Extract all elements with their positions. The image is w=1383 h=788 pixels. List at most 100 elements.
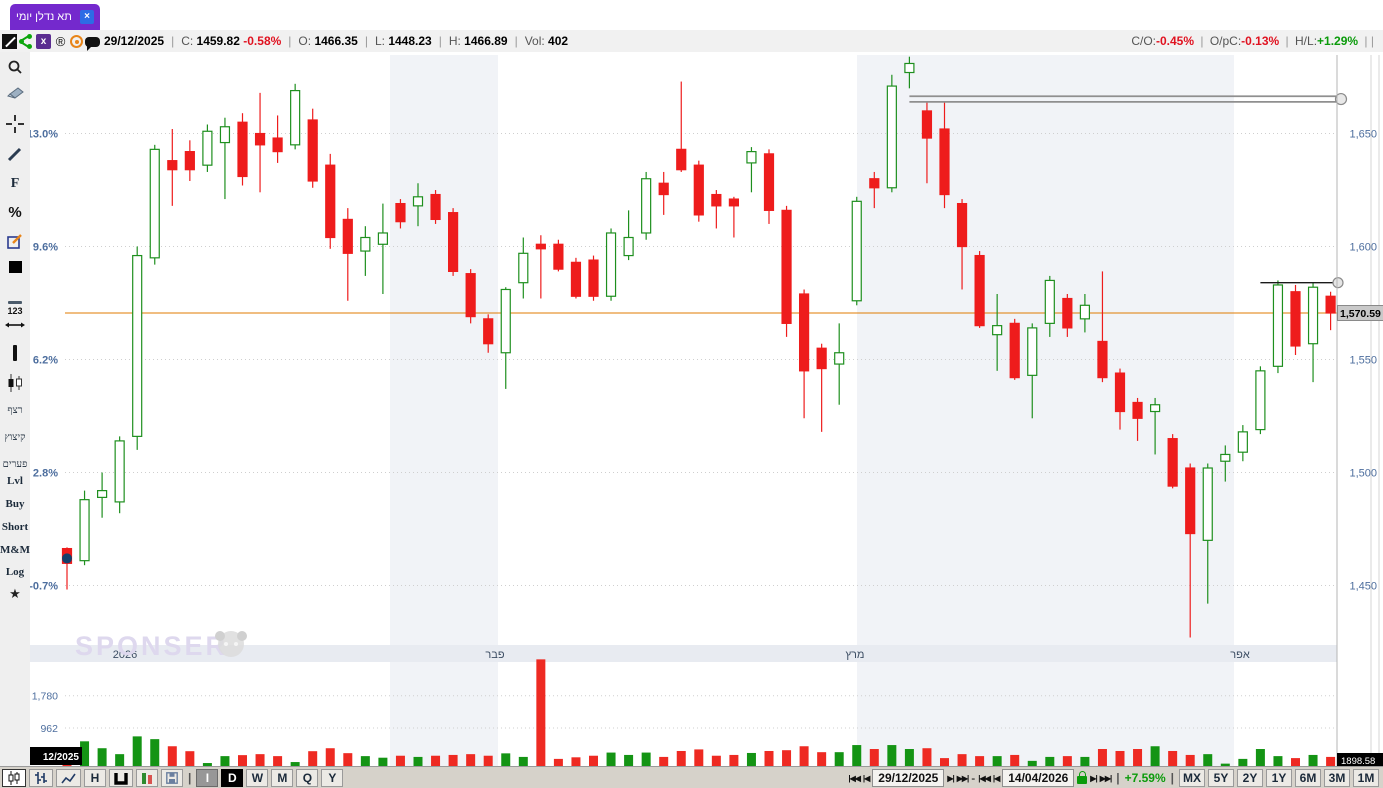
range-button-mx[interactable]: MX <box>1179 769 1205 787</box>
quote-date: 29/12/2025 <box>104 34 165 48</box>
svg-text:1,570.59: 1,570.59 <box>1340 308 1381 320</box>
quote-header: x ® 29/12/2025 | C: 1459.82 -0.58% | O: … <box>0 30 1383 53</box>
vertical-line-icon[interactable] <box>0 345 30 366</box>
sidebar-item-kitzutz[interactable]: קיצוץ <box>4 432 26 443</box>
range-button-3m[interactable]: 3M <box>1324 769 1350 787</box>
high-field: H: 1466.89 <box>448 34 508 48</box>
volume-field: Vol: 402 <box>524 34 569 48</box>
header-icons: x ® <box>2 33 100 51</box>
favorites-star-icon[interactable]: ★ <box>9 586 21 601</box>
svg-text:2.8%: 2.8% <box>33 468 58 480</box>
range-button-6m[interactable]: 6M <box>1295 769 1321 787</box>
svg-text:1,500: 1,500 <box>1349 468 1377 480</box>
skip-fwd-icon[interactable]: ▶▶| <box>956 773 970 783</box>
eraser-icon[interactable] <box>0 86 30 105</box>
range-controls: |◀◀ |◀ 29/12/2025 ▶| ▶▶| - |◀◀ |◀ 14/04/… <box>848 769 1379 787</box>
sidebar-item-mm[interactable]: M&M <box>0 544 30 556</box>
draw-tools-icon[interactable] <box>2 33 17 49</box>
sidebar-item-short[interactable]: Short <box>1 521 29 533</box>
search-icon[interactable] <box>0 60 30 81</box>
sidebar-item-buy[interactable]: Buy <box>5 498 25 510</box>
excel-export-icon[interactable]: x <box>36 33 51 49</box>
close-field: C: 1459.82 -0.58% <box>181 34 282 48</box>
drawing-toolbar: F % 123 רצף קיצוץ פערים Lvl Buy Short M&… <box>0 52 31 766</box>
svg-text:962: 962 <box>40 723 58 735</box>
step-fwd-icon[interactable]: ▶| <box>947 773 954 783</box>
step-back-icon[interactable]: |◀ <box>862 773 870 783</box>
filled-square-icon[interactable] <box>0 260 30 278</box>
open-field: O: 1466.35 <box>298 34 358 48</box>
fibonacci-button[interactable]: F <box>10 176 20 191</box>
svg-text:2026: 2026 <box>113 649 137 661</box>
range-change-pct: +7.59% <box>1124 771 1166 785</box>
to-date-field[interactable]: 14/04/2026 <box>1002 769 1075 787</box>
svg-text:1,450: 1,450 <box>1349 581 1377 593</box>
period-button-m[interactable]: M <box>271 769 294 787</box>
volume-toggle-button[interactable] <box>136 769 158 787</box>
step-type-button[interactable] <box>109 769 133 787</box>
skip-start-icon[interactable]: |◀◀ <box>848 773 861 783</box>
step-back2-icon[interactable]: |◀ <box>992 773 1000 783</box>
save-button[interactable] <box>161 769 183 787</box>
crosshair-icon[interactable] <box>0 115 30 138</box>
sidebar-item-lvl[interactable]: Lvl <box>7 475 23 487</box>
period-button-y[interactable]: Y <box>321 769 344 787</box>
svg-text:פבר: פבר <box>485 649 504 661</box>
skip-start2-icon[interactable]: |◀◀ <box>978 773 991 783</box>
range-button-5y[interactable]: 5Y <box>1208 769 1234 787</box>
tab-title: תא נדלן יומי <box>16 11 72 23</box>
horizontal-line-icon[interactable] <box>0 291 30 309</box>
target-icon[interactable] <box>70 35 83 48</box>
pencil-icon[interactable] <box>0 146 30 167</box>
intraday-button[interactable]: I <box>196 769 219 787</box>
lock-icon[interactable] <box>1077 770 1088 784</box>
share-icon[interactable] <box>19 33 34 49</box>
period-button-w[interactable]: W <box>246 769 269 787</box>
candlestick-chart[interactable]: 2026 פבר מרץ אפר SPONSER 1,650 13.0% 1,600 9.6% 1… <box>27 52 1383 767</box>
hlc-type-button[interactable]: H <box>84 769 106 787</box>
ohlc-type-button[interactable] <box>29 769 53 787</box>
range-buttons-group: MX 5Y 2Y 1Y 6M 3M 1M <box>1179 769 1379 787</box>
svg-text:אפר: אפר <box>1230 649 1250 661</box>
range-button-1y[interactable]: 1Y <box>1266 769 1292 787</box>
svg-text:9.6%: 9.6% <box>33 242 58 254</box>
tab-bar: תא נדלן יומי × <box>0 0 1383 30</box>
registered-icon: ® <box>55 33 66 49</box>
daily-button[interactable]: D <box>221 769 244 787</box>
svg-text:1,600: 1,600 <box>1349 242 1377 254</box>
svg-text:SPONSER: SPONSER <box>75 631 228 661</box>
svg-text:13.0%: 13.0% <box>30 129 58 141</box>
candle-pattern-icon[interactable] <box>0 374 30 397</box>
from-date-field[interactable]: 29/12/2025 <box>872 769 945 787</box>
line-type-button[interactable] <box>56 769 81 787</box>
range-button-2y[interactable]: 2Y <box>1237 769 1263 787</box>
sidebar-item-log[interactable]: Log <box>5 566 25 578</box>
svg-text:1,650: 1,650 <box>1349 129 1377 141</box>
svg-text:מרץ: מרץ <box>846 649 865 661</box>
measure-123-icon[interactable]: 123 <box>0 307 30 334</box>
percent-button[interactable]: % <box>8 204 22 221</box>
sidebar-item-retzef[interactable]: רצף <box>7 405 23 416</box>
svg-text:6.2%: 6.2% <box>33 355 58 367</box>
skip-fwd2-icon[interactable]: ▶▶| <box>1099 773 1113 783</box>
svg-text:1,780: 1,780 <box>32 691 58 703</box>
svg-text:1,550: 1,550 <box>1349 355 1377 367</box>
comment-icon[interactable] <box>85 36 100 51</box>
period-button-q[interactable]: Q <box>296 769 319 787</box>
tab-close-icon[interactable]: × <box>80 10 94 24</box>
sidebar-item-pearim[interactable]: פערים <box>2 459 28 470</box>
chart-area[interactable]: 2026 פבר מרץ אפר SPONSER 1,650 13.0% 1,600 9.6% 1… <box>27 52 1383 767</box>
candlestick-type-button[interactable] <box>2 769 26 787</box>
low-field: L: 1448.23 <box>374 34 432 48</box>
range-button-1m[interactable]: 1M <box>1353 769 1379 787</box>
edit-note-icon[interactable] <box>0 234 30 255</box>
svg-text:1898.58: 1898.58 <box>1341 756 1375 766</box>
step-fwd2-icon[interactable]: ▶| <box>1090 773 1097 783</box>
chart-tab[interactable]: תא נדלן יומי × <box>10 4 100 30</box>
range-dash: - <box>971 771 976 785</box>
svg-text:12/2025: 12/2025 <box>43 752 80 763</box>
